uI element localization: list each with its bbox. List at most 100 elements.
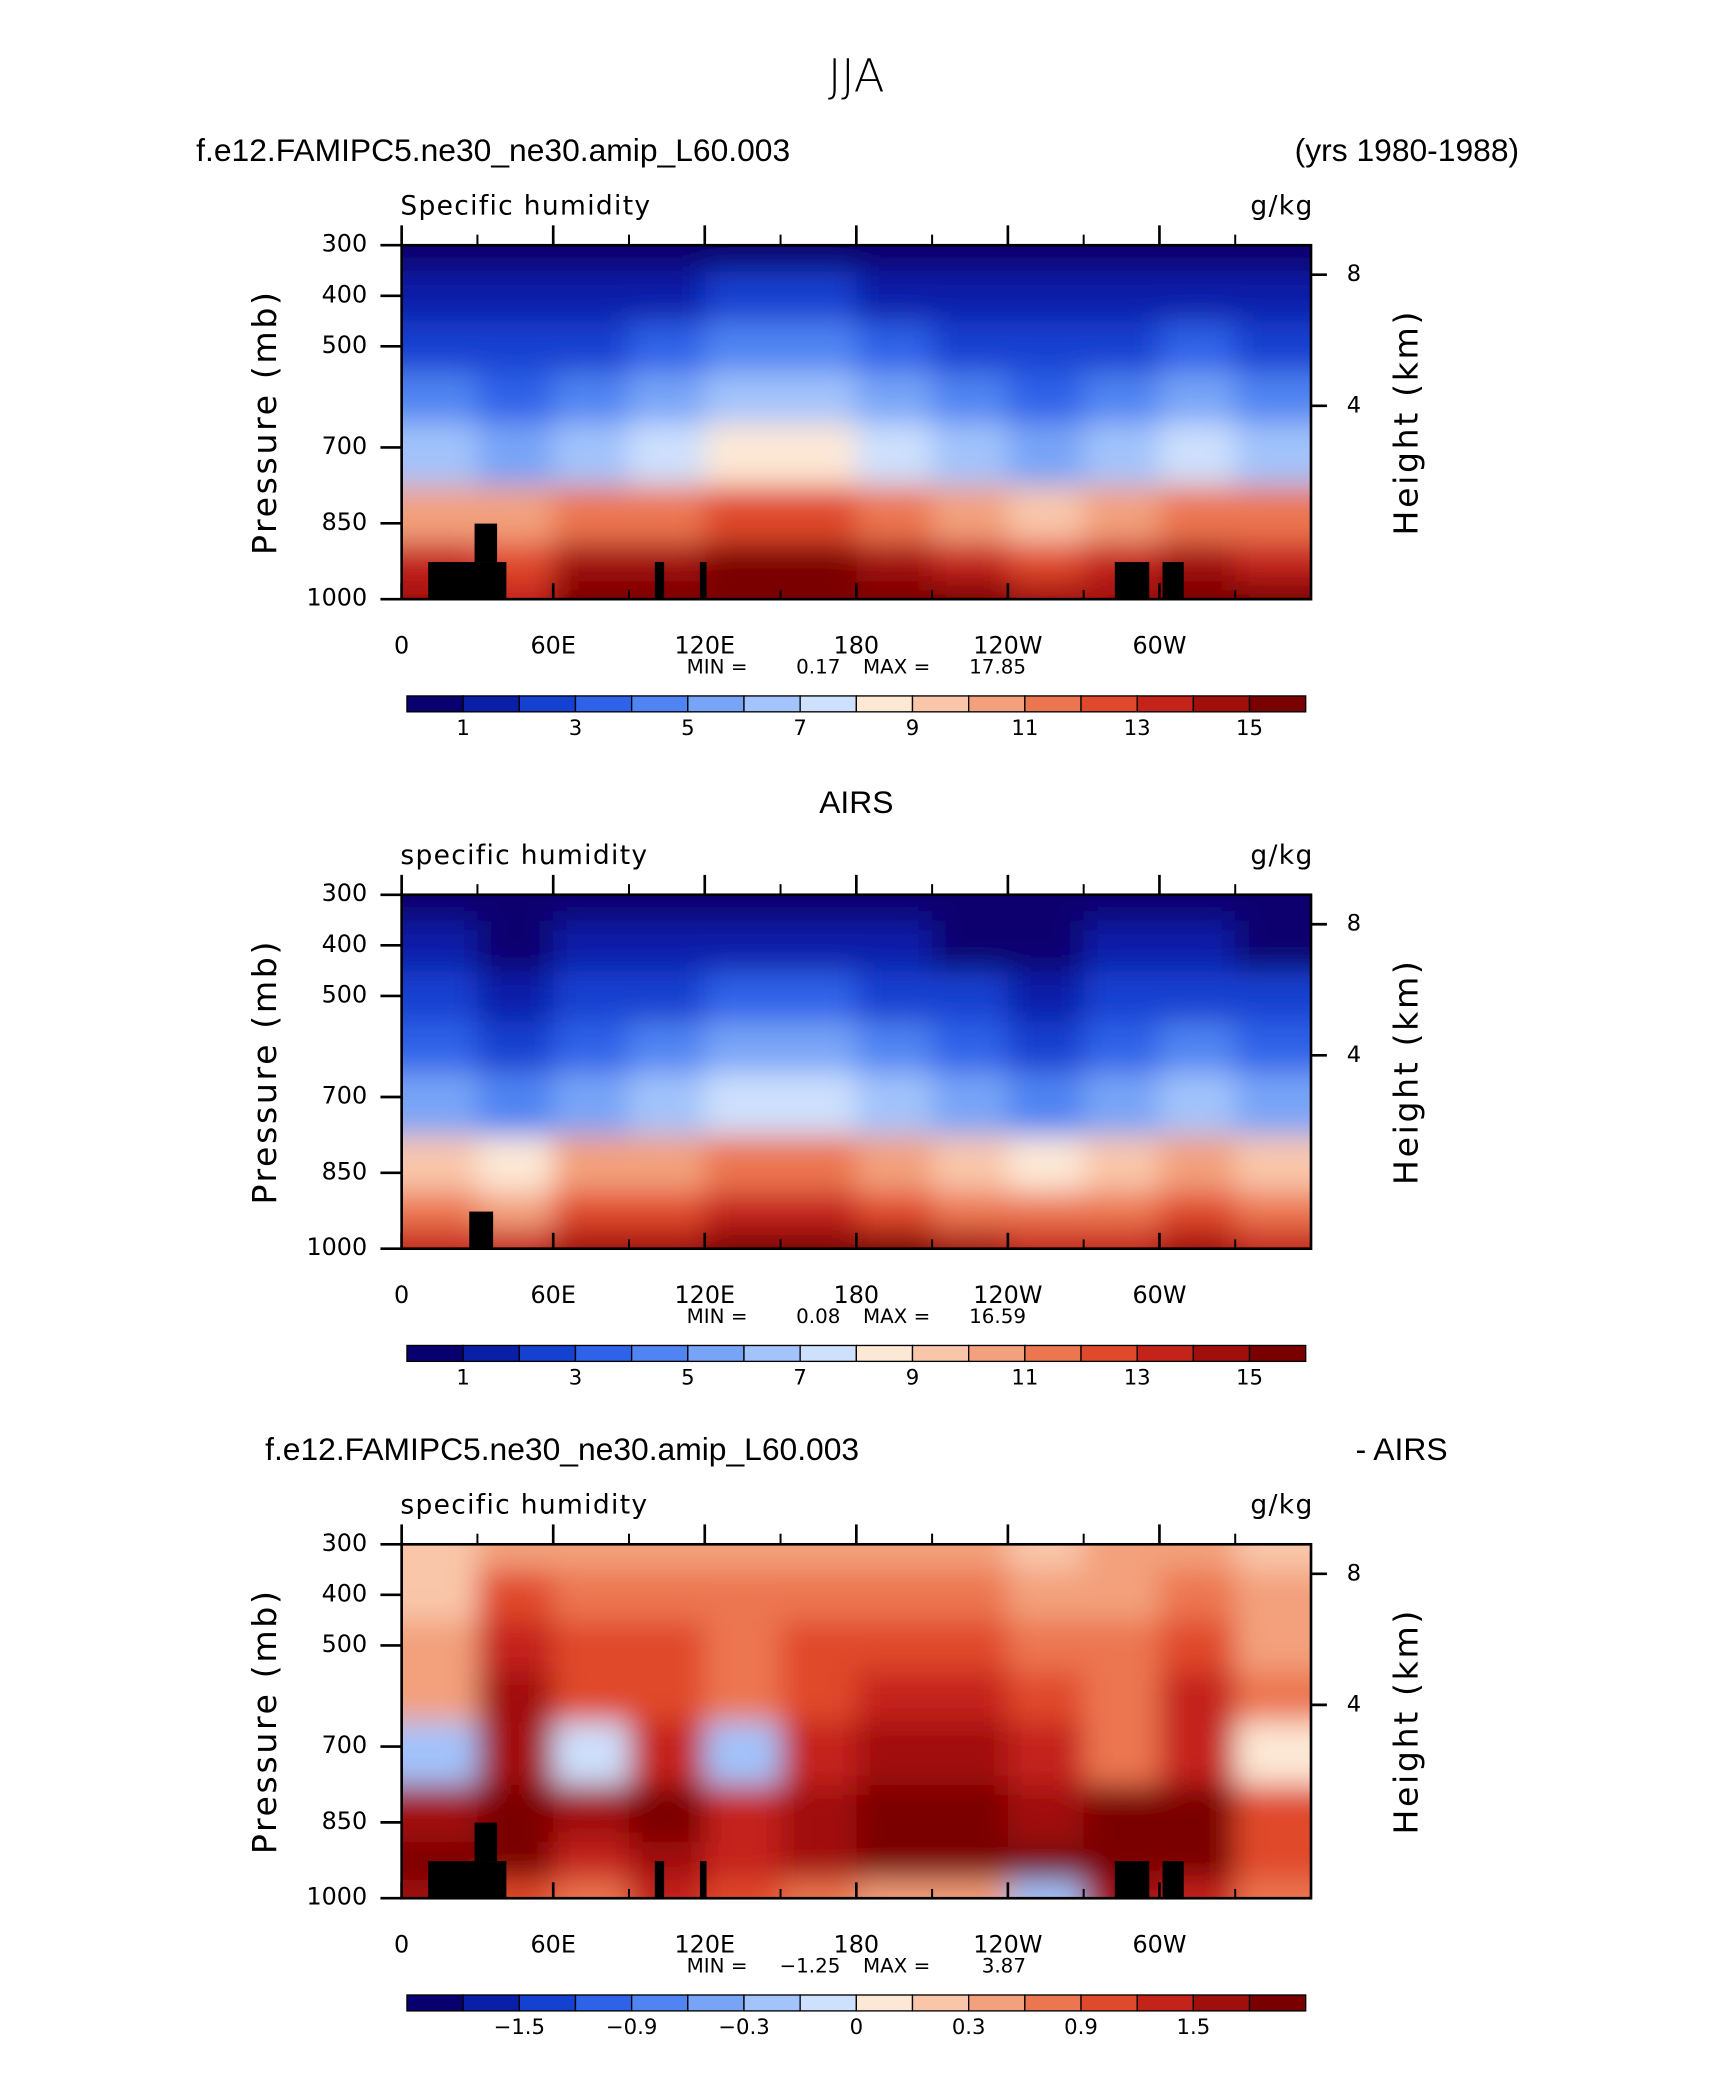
field-cell	[628, 485, 706, 543]
field-cell	[1235, 1670, 1311, 1722]
min-value: 0.17	[796, 656, 840, 679]
field-cell	[704, 1620, 782, 1672]
colorbar-label: 11	[1011, 1365, 1038, 1390]
field-cell	[1235, 321, 1311, 373]
field-cell	[856, 371, 933, 423]
field-cell	[704, 270, 782, 322]
field-cell	[780, 542, 857, 581]
y-tick-label: 500	[322, 331, 368, 359]
colorbar-label: 7	[793, 715, 806, 740]
field-cell	[856, 894, 933, 921]
field-cell	[856, 422, 933, 487]
field-cell	[1159, 1670, 1236, 1722]
mask	[654, 1861, 665, 1899]
field-cell	[704, 920, 782, 972]
colorbar-label: 13	[1124, 1365, 1151, 1390]
field-cell	[856, 1134, 933, 1193]
max-label: MAX =	[863, 1955, 930, 1978]
field-cell	[628, 920, 706, 972]
field-cell	[780, 422, 857, 487]
field-cell	[1007, 245, 1085, 272]
colorbar-box	[630, 1994, 689, 2012]
field-cell	[477, 894, 554, 921]
field-cell	[553, 270, 630, 322]
field-cell	[704, 1721, 782, 1786]
field-cell	[856, 1620, 933, 1672]
field-cell	[780, 1569, 857, 1621]
field-cell	[1235, 1021, 1311, 1073]
field-cell	[1083, 371, 1161, 423]
field-cell	[553, 1841, 630, 1880]
colorbar-box	[1024, 1344, 1082, 1363]
field-cell	[932, 1879, 1009, 1899]
field-cell	[477, 1620, 554, 1672]
colorbar-label: 3	[569, 715, 582, 740]
min-value: −1.25	[780, 1955, 841, 1978]
field-cell	[477, 245, 554, 272]
field-cell	[704, 580, 782, 600]
field-cell	[1235, 1620, 1311, 1672]
field-cell	[401, 894, 479, 921]
field-cell	[1007, 485, 1085, 543]
field-cell	[780, 970, 857, 1022]
field-cell	[780, 920, 857, 972]
field-cell	[1159, 920, 1236, 972]
max-value: 17.85	[969, 656, 1026, 679]
panel-title: f.e12.FAMIPC5.ne30_ne30.amip_L60.003	[265, 1431, 859, 1467]
masks	[428, 523, 1184, 1899]
field-cell	[856, 1021, 933, 1073]
field-cell	[856, 1569, 933, 1621]
field-cell	[401, 245, 479, 272]
mask	[699, 562, 707, 600]
field-cell	[1235, 1784, 1311, 1843]
field-cell	[1007, 920, 1085, 972]
field-cell	[628, 894, 706, 921]
field-cell	[856, 321, 933, 373]
field-cell	[401, 970, 479, 1022]
colorbar-label: 13	[1124, 715, 1151, 740]
field-cell	[856, 1670, 933, 1722]
panel-title: AIRS	[819, 784, 893, 820]
field-cell	[932, 245, 1009, 272]
field-cell	[932, 1721, 1009, 1786]
field-cell	[780, 1721, 857, 1786]
field-cell	[1007, 1134, 1085, 1193]
field-cell	[1083, 1670, 1161, 1722]
y2-tick-label: 8	[1347, 1560, 1361, 1586]
y2-tick-label: 4	[1347, 1691, 1361, 1717]
field-cell	[477, 321, 554, 373]
field-cell	[628, 1721, 706, 1786]
field-cell	[401, 321, 479, 373]
field-cell	[401, 422, 479, 487]
colorbar-box	[518, 1344, 577, 1363]
mask	[1114, 562, 1150, 600]
field-cell	[401, 1134, 479, 1193]
colorbar-label: 11	[1011, 715, 1038, 740]
field-cell	[1159, 1191, 1236, 1231]
field-cell	[780, 1021, 857, 1073]
x-tick-label: 120E	[674, 1930, 735, 1958]
field	[401, 894, 1311, 1249]
y-tick-label: 400	[322, 930, 368, 958]
field-cell	[1159, 485, 1236, 543]
field-cell	[704, 1229, 782, 1249]
field-cell	[1083, 1071, 1161, 1136]
field-cell	[856, 970, 933, 1022]
colorbar-label: −1.5	[494, 2014, 545, 2039]
field-cell	[1235, 1879, 1311, 1899]
max-value: 3.87	[982, 1955, 1026, 1978]
field-cell	[477, 270, 554, 322]
panel-title: f.e12.FAMIPC5.ne30_ne30.amip_L60.003	[196, 132, 790, 168]
colorbar-box	[1248, 695, 1307, 713]
field-cell	[1007, 1841, 1085, 1880]
colorbar-box	[630, 1344, 689, 1363]
field-cell	[553, 1134, 630, 1193]
mask	[428, 562, 507, 600]
field-cell	[1235, 1134, 1311, 1193]
field-cell	[1007, 321, 1085, 373]
field-cell	[401, 1670, 479, 1722]
colorbar-label: −0.9	[606, 2014, 657, 2039]
field-cell	[932, 270, 1009, 322]
field-cell	[856, 1229, 933, 1249]
field-cell	[628, 1134, 706, 1193]
